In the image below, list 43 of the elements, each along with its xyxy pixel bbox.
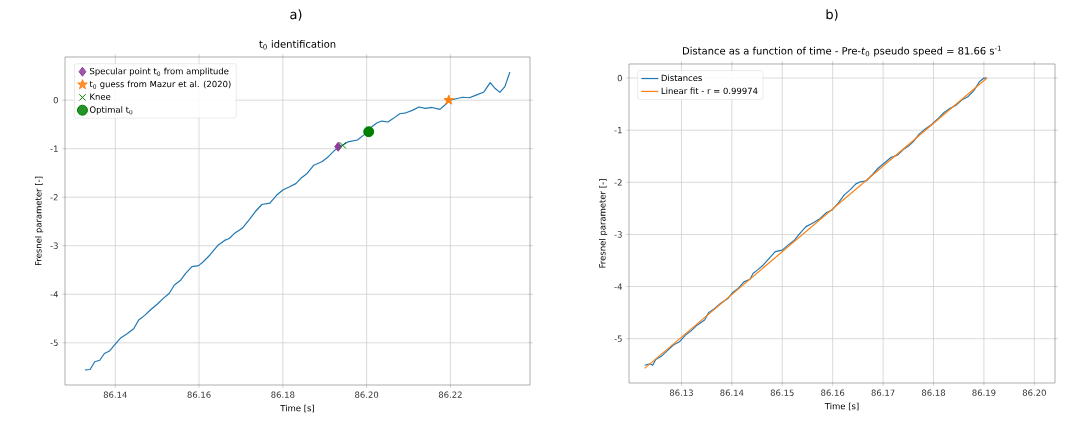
x-tick-label: 86.18 xyxy=(271,391,295,398)
x-axis-title: Time [s] xyxy=(824,402,859,411)
y-tick-label: -2 xyxy=(614,179,622,186)
x-tick-label: 86.14 xyxy=(720,389,744,396)
point xyxy=(334,141,342,152)
legend-label: Linear fit - r = 0.99974 xyxy=(661,87,758,95)
y-axis-title: Fresnel parameter [-] xyxy=(599,179,608,268)
y-axis-title: Fresnel parameter [-] xyxy=(35,176,44,266)
y-tick-label: -3 xyxy=(614,231,622,238)
y-tick-label: -4 xyxy=(50,291,59,298)
x-tick-label: 86.20 xyxy=(355,391,379,398)
x-axis-title: Time [s] xyxy=(280,404,314,413)
legend-label: Distances xyxy=(661,74,702,82)
point xyxy=(339,141,347,149)
y-tick-label: 0 xyxy=(617,74,622,82)
x-tick-label: 86.14 xyxy=(103,391,127,398)
x-tick-label: 86.18 xyxy=(921,389,946,396)
x-tick-label: 86.17 xyxy=(871,389,895,396)
y-tick-label: -3 xyxy=(50,242,58,249)
point xyxy=(443,94,454,105)
x-tick-label: 86.22 xyxy=(438,391,462,398)
legend-label: Optimal t$_{0}$ xyxy=(89,106,133,115)
x-tick-label: 86.19 xyxy=(972,389,996,396)
y-tick-label: -1 xyxy=(614,127,622,134)
y-tick-label: 0 xyxy=(53,96,58,104)
chart-title: Distance as a function of time - Pre-t$_{0}$ pseudo speed = 81.66 s$^{-1}$ xyxy=(683,45,1001,57)
x-tick-label: 86.16 xyxy=(821,389,845,396)
x-tick-label: 86.16 xyxy=(187,391,211,398)
x-tick-label: 86.15 xyxy=(770,389,794,396)
y-tick-label: -5 xyxy=(614,335,622,342)
y-tick-label: -4 xyxy=(614,283,623,290)
y-tick-label: -5 xyxy=(50,339,58,346)
legend-label: Knee xyxy=(90,93,111,100)
text: a) xyxy=(290,9,302,21)
chart-title: t$_{0}$ identification xyxy=(259,40,336,50)
x-tick-label: 86.13 xyxy=(669,389,693,396)
legend-label: t$_{0}$ guess from Mazur et al. (2020) xyxy=(89,80,231,89)
legend-label: Specular point t$_{0}$ from amplitude xyxy=(90,67,229,76)
text: b) xyxy=(826,9,838,21)
y-tick-label: -1 xyxy=(50,145,58,152)
x-tick-label: 86.20 xyxy=(1022,389,1046,396)
point xyxy=(363,126,375,138)
y-tick-label: -2 xyxy=(50,194,58,201)
